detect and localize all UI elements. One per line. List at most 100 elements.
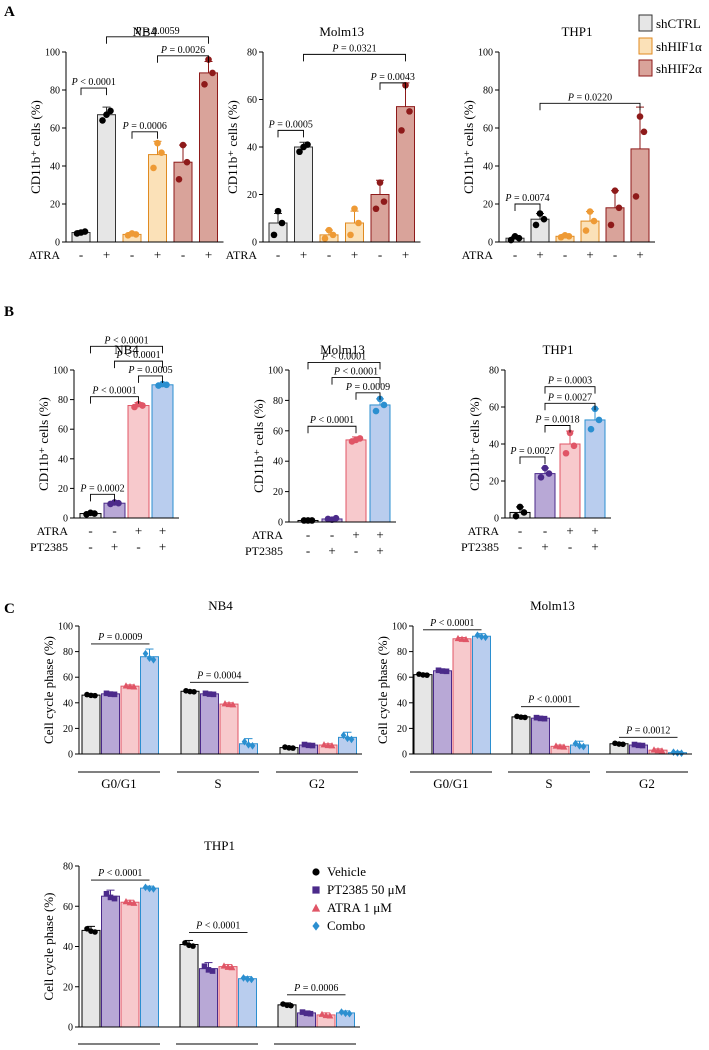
data-point [103, 690, 110, 697]
data-point [146, 884, 153, 893]
data-point [321, 235, 329, 242]
data-point [462, 635, 470, 643]
bar [151, 384, 174, 519]
y-tick-label: 60 [397, 673, 407, 684]
data-point [158, 149, 165, 156]
bar-group [101, 690, 120, 755]
row-sign: + [300, 247, 307, 262]
row-sign: + [586, 247, 593, 262]
y-tick-label: 40 [50, 162, 60, 173]
data-point [482, 633, 489, 642]
data-point [632, 193, 640, 200]
bar [199, 72, 218, 243]
data-point [220, 962, 228, 969]
legend-c-marker-atra [311, 903, 321, 912]
y-tick-label: 20 [63, 982, 73, 993]
data-point [561, 232, 569, 239]
p-value-label: P = 0.0009 [97, 632, 142, 643]
y-tick-label: 0 [494, 514, 499, 525]
chart-title: Molm13 [320, 342, 365, 357]
data-point [201, 81, 208, 88]
bar-group [239, 737, 258, 755]
row-sign: - [136, 539, 140, 554]
data-point [244, 975, 251, 983]
row-sign: - [543, 523, 547, 538]
chart-title: THP1 [542, 342, 573, 357]
data-point [346, 1009, 353, 1018]
data-point [443, 668, 450, 675]
row-sign: + [111, 539, 118, 554]
row-sign: + [636, 247, 643, 262]
legend-a-item-shhif2a: shHIF2α [638, 59, 702, 77]
data-point [582, 227, 590, 234]
y-tick-label: 20 [489, 477, 499, 488]
y-tick-label: 0 [68, 750, 73, 761]
data-point [190, 943, 196, 949]
y-tick-label: 60 [63, 673, 73, 684]
y-tick-label: 80 [489, 366, 499, 377]
y-tick-label: 100 [58, 622, 73, 633]
y-tick-label: 0 [55, 238, 60, 249]
bar-group [509, 503, 531, 520]
significance-bracket: P = 0.0220 [539, 92, 641, 111]
legend-c-label-combo: Combo [327, 918, 365, 933]
row-sign: - [354, 543, 358, 558]
bar-group [433, 667, 452, 755]
data-point [87, 509, 94, 517]
data-point [540, 215, 548, 223]
bar-group [336, 1008, 355, 1028]
data-point [111, 499, 118, 506]
significance-bracket: P = 0.0009 [91, 632, 150, 645]
data-point [635, 742, 642, 749]
data-point [245, 740, 252, 749]
significance-bracket: P = 0.0043 [370, 72, 415, 90]
data-point [179, 141, 187, 149]
data-point [303, 1010, 310, 1017]
data-point [301, 741, 308, 748]
bar [219, 703, 239, 755]
data-point [88, 692, 94, 699]
data-point [536, 210, 544, 217]
data-point [318, 1010, 326, 1017]
category-label: S [545, 776, 552, 791]
bracket-line [519, 456, 546, 464]
y-axis-label: CD11b⁺ cells (%) [225, 100, 240, 194]
data-point [518, 714, 524, 720]
y-tick-label: 60 [247, 95, 257, 106]
p-value-label: P = 0.0009 [345, 382, 390, 393]
row-sign: + [402, 247, 409, 262]
p-value-label: P = 0.0006 [122, 121, 167, 132]
significance-bracket: P < 0.0001 [90, 386, 139, 404]
bracket-line [90, 493, 115, 502]
data-point [570, 442, 578, 450]
data-point [586, 208, 594, 215]
row-sign: - [378, 247, 382, 262]
row-sign: - [518, 539, 522, 554]
data-point [537, 474, 545, 481]
bar-group [530, 210, 550, 243]
significance-bracket: P = 0.0006 [287, 983, 346, 996]
data-point [615, 204, 623, 212]
legend-a-label-shhif1a: shHIF1α [656, 39, 702, 54]
data-point [300, 143, 307, 151]
bar [81, 929, 101, 1028]
data-point [92, 929, 98, 935]
data-point [249, 742, 256, 750]
data-point [435, 667, 442, 674]
bar-group [199, 56, 218, 243]
legend-a-item-shctrl: shCTRL [638, 14, 701, 32]
significance-bracket: P = 0.0005 [127, 365, 173, 383]
y-tick-label: 60 [489, 403, 499, 414]
significance-bracket: P = 0.0009 [345, 382, 390, 400]
bar-group [279, 744, 299, 755]
bar [173, 161, 193, 243]
data-point [240, 974, 247, 982]
y-tick-label: 80 [483, 86, 493, 97]
bar-group [268, 207, 288, 243]
row-sign: + [351, 247, 358, 262]
bar-group [550, 742, 570, 755]
significance-bracket: P < 0.0001 [307, 415, 357, 434]
y-tick-label: 100 [53, 366, 68, 377]
y-tick-label: 40 [247, 143, 257, 154]
y-tick-label: 100 [268, 366, 283, 377]
